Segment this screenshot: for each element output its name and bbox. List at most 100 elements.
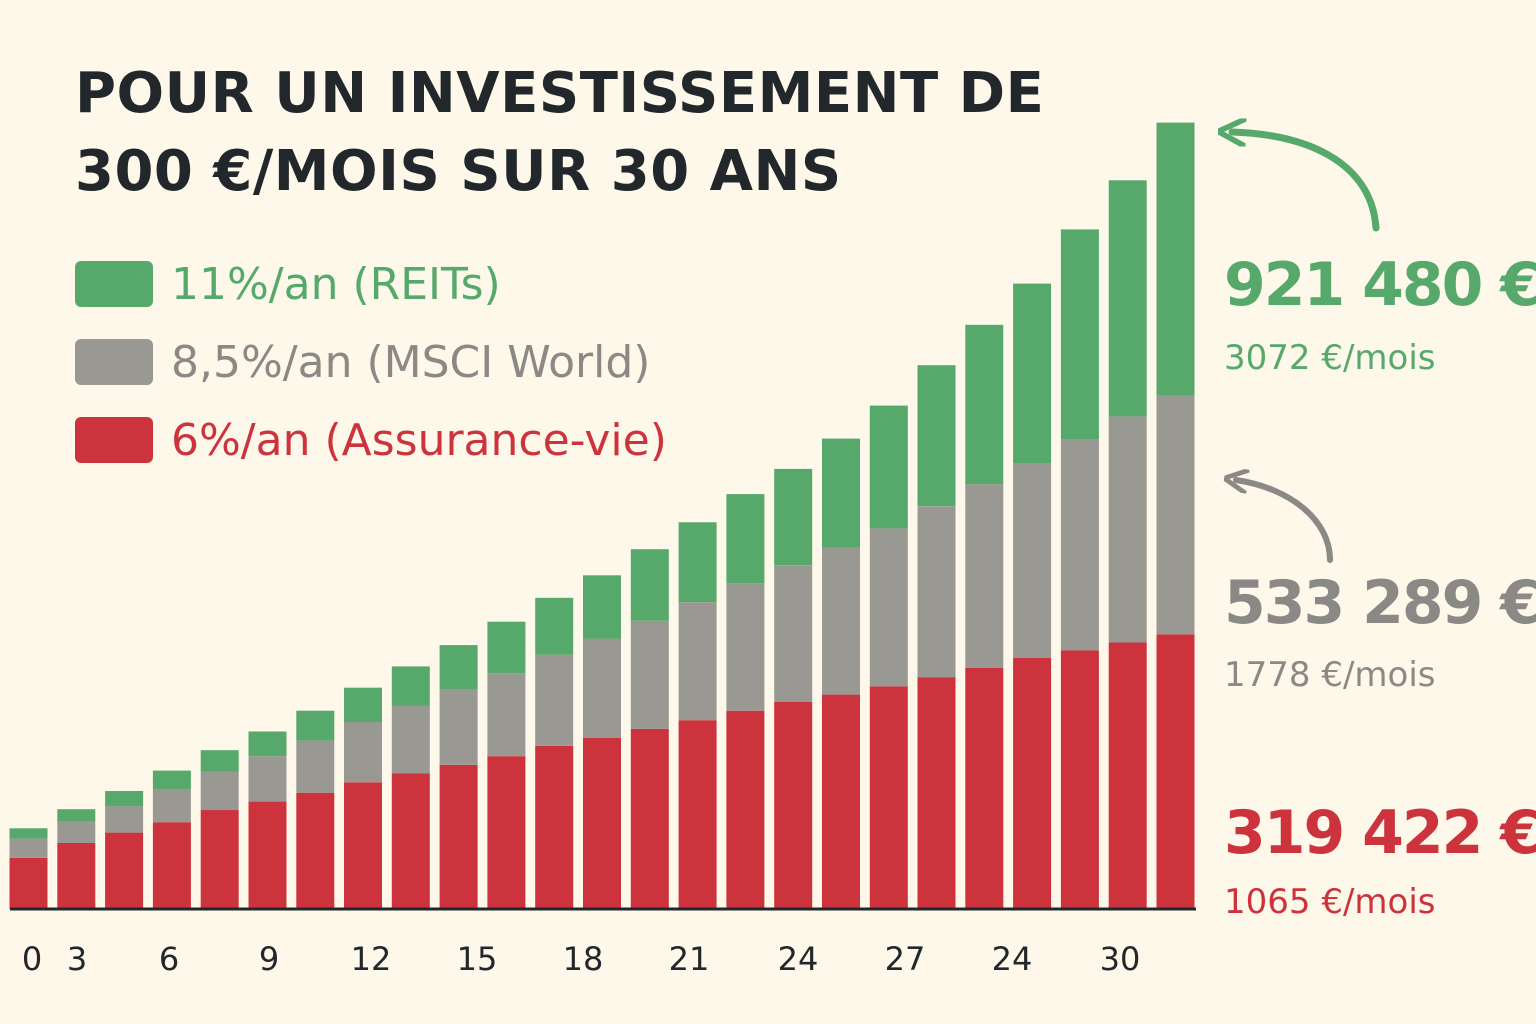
bar-assurance-18 [869, 686, 908, 909]
bar-msci-21 [1013, 463, 1052, 658]
bar-reits-18 [869, 405, 908, 529]
bar-reits-11 [535, 597, 574, 655]
gray-arrow-icon [1236, 480, 1333, 563]
bar-reits-12 [583, 575, 621, 639]
bar-msci-7 [344, 721, 382, 783]
bar-reits-0 [9, 828, 48, 839]
legend-label-msci: 8,5%/an (MSCI World) [171, 336, 651, 388]
legend-item-reits: 11%/an (REITs) [75, 245, 667, 323]
bar-reits-5 [248, 731, 287, 757]
bar-msci-20 [965, 484, 1004, 668]
bar-msci-11 [535, 654, 574, 746]
bar-msci-10 [487, 673, 526, 757]
x-tick-label: 30 [1100, 940, 1141, 978]
bar-assurance-9 [439, 764, 478, 909]
bar-reits-4 [200, 750, 239, 772]
legend-swatch-red [75, 417, 153, 463]
bar-reits-14 [678, 522, 717, 603]
legend-swatch-gray [75, 339, 153, 385]
title-line-2: 300 €/MOIS SUR 30 ANS [75, 139, 842, 204]
bar-msci-12 [583, 638, 621, 738]
x-tick-label: 6 [159, 940, 179, 978]
bar-reits-17 [822, 438, 860, 548]
bar-msci-1 [57, 821, 96, 843]
bar-assurance-15 [726, 710, 765, 909]
bar-msci-23 [1108, 416, 1147, 643]
bar-assurance-12 [583, 738, 621, 909]
bar-msci-13 [630, 620, 669, 729]
bar-assurance-7 [344, 782, 382, 909]
bar-assurance-19 [917, 677, 956, 909]
x-tick-label: 3 [67, 940, 87, 978]
bar-msci-8 [391, 705, 430, 774]
x-tick-label: 18 [563, 940, 604, 978]
bar-msci-0 [9, 838, 48, 858]
bar-reits-9 [439, 645, 478, 690]
x-tick-label: 9 [259, 940, 279, 978]
gray-total-label: 533 289 € [1224, 568, 1536, 638]
bar-msci-5 [248, 756, 287, 802]
x-tick-label: 21 [669, 940, 710, 978]
bar-reits-7 [344, 687, 382, 722]
bar-reits-21 [1013, 283, 1052, 464]
x-tick-label: 24 [778, 940, 819, 978]
legend-item-assurance: 6%/an (Assurance-vie) [75, 401, 667, 479]
bar-assurance-16 [774, 702, 813, 909]
bar-reits-15 [726, 494, 765, 584]
bars-group [9, 122, 1195, 909]
x-tick-labels: 0 3 6 9 12 15 18 21 24 27 24 30 [22, 940, 1141, 978]
title-line-1: POUR UN INVESTISSEMENT DE [75, 61, 1045, 126]
green-total-label: 921 480 € [1224, 250, 1536, 320]
bar-assurance-1 [57, 843, 96, 909]
legend-swatch-green [75, 261, 153, 307]
bar-reits-3 [152, 770, 191, 790]
legend-label-assurance: 6%/an (Assurance-vie) [171, 414, 667, 466]
bar-assurance-3 [152, 822, 191, 909]
bar-msci-2 [105, 806, 144, 833]
green-arrow-icon [1232, 132, 1380, 232]
bar-assurance-22 [1060, 650, 1099, 909]
bar-assurance-14 [678, 720, 717, 909]
gray-monthly-label: 1778 €/mois [1224, 655, 1436, 695]
bar-reits-19 [917, 365, 956, 507]
x-tick-label: 12 [351, 940, 392, 978]
bar-msci-14 [678, 602, 717, 721]
bar-reits-6 [296, 710, 335, 741]
bar-assurance-23 [1108, 642, 1147, 909]
bar-reits-22 [1060, 229, 1099, 439]
red-total-label: 319 422 € [1224, 798, 1536, 868]
bar-assurance-13 [630, 728, 669, 909]
bar-reits-13 [630, 549, 669, 621]
bar-reits-10 [487, 621, 526, 674]
x-tick-label: 15 [457, 940, 498, 978]
bar-assurance-24 [1156, 634, 1195, 909]
bar-msci-24 [1156, 395, 1195, 635]
bar-reits-16 [774, 468, 813, 566]
bar-msci-3 [152, 789, 191, 823]
bar-assurance-4 [200, 810, 239, 909]
legend-item-msci: 8,5%/an (MSCI World) [75, 323, 667, 401]
bar-reits-2 [105, 791, 144, 807]
bar-msci-16 [774, 565, 813, 702]
bar-msci-4 [200, 771, 239, 811]
bar-assurance-2 [105, 832, 144, 909]
bar-msci-15 [726, 583, 765, 711]
x-tick-label: 24 [992, 940, 1033, 978]
bar-reits-20 [965, 324, 1004, 485]
red-monthly-label: 1065 €/mois [1224, 882, 1436, 922]
bar-assurance-20 [965, 667, 1004, 909]
bar-reits-1 [57, 809, 96, 822]
x-tick-label: 27 [885, 940, 926, 978]
bar-reits-8 [391, 666, 430, 706]
x-tick-label: 0 [22, 940, 42, 978]
bar-msci-6 [296, 740, 335, 793]
bar-reits-23 [1108, 180, 1147, 417]
bar-assurance-21 [1013, 657, 1052, 909]
bar-msci-18 [869, 528, 908, 687]
bar-assurance-8 [391, 773, 430, 909]
bar-assurance-5 [248, 801, 287, 909]
bar-msci-17 [822, 547, 860, 695]
bar-msci-19 [917, 506, 956, 678]
bar-msci-22 [1060, 439, 1099, 651]
